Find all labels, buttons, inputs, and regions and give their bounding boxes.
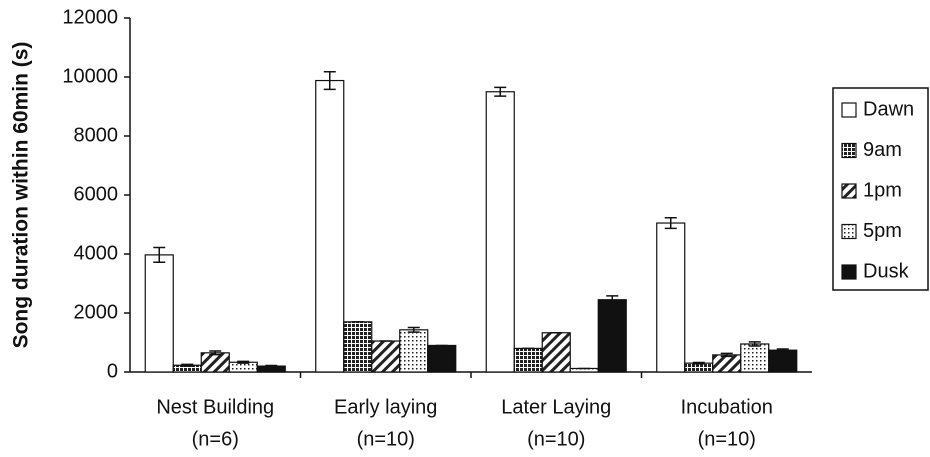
legend-label: 1pm bbox=[863, 179, 902, 201]
legend-label: Dawn bbox=[863, 98, 914, 120]
legend-swatch bbox=[841, 264, 857, 280]
x-tick-label: Incubation bbox=[681, 396, 773, 418]
bar bbox=[712, 354, 742, 373]
error-bar bbox=[181, 363, 194, 367]
error-bar bbox=[407, 326, 420, 333]
x-tick-sublabel: (n=10) bbox=[527, 428, 585, 450]
bar bbox=[513, 347, 543, 373]
y-tick-label: 4000 bbox=[74, 242, 119, 264]
bar bbox=[597, 299, 627, 373]
bar bbox=[144, 254, 174, 373]
y-tick-label: 2000 bbox=[74, 301, 119, 323]
bar bbox=[656, 222, 686, 373]
bar bbox=[541, 332, 571, 373]
x-tick-sublabel: (n=10) bbox=[698, 428, 756, 450]
x-tick-label: Nest Building bbox=[156, 396, 274, 418]
error-bar bbox=[692, 361, 705, 365]
bar bbox=[768, 349, 798, 373]
x-tick-sublabel: (n=10) bbox=[357, 428, 415, 450]
legend-swatch bbox=[841, 183, 857, 199]
error-bar bbox=[664, 216, 677, 230]
error-bar bbox=[153, 246, 166, 264]
bar bbox=[399, 329, 429, 373]
y-tick-label: 6000 bbox=[74, 183, 119, 205]
bar bbox=[315, 79, 345, 373]
y-tick-label: 8000 bbox=[74, 124, 119, 146]
x-tick-label: Early laying bbox=[334, 396, 437, 418]
bar bbox=[740, 343, 770, 373]
error-bar bbox=[237, 360, 250, 364]
legend-swatch bbox=[841, 142, 857, 159]
bar bbox=[200, 352, 230, 373]
error-bar bbox=[748, 341, 761, 347]
bar bbox=[371, 340, 401, 373]
x-tick-label: Later Laying bbox=[501, 396, 611, 418]
legend-label: 5pm bbox=[863, 220, 902, 242]
y-axis-title: Song duration within 60min (s) bbox=[10, 42, 33, 349]
x-tick-sublabel: (n=6) bbox=[192, 428, 239, 450]
y-tick-label: 10000 bbox=[62, 65, 118, 87]
legend-label: 9am bbox=[863, 139, 902, 161]
error-bar bbox=[606, 295, 619, 305]
bar bbox=[485, 91, 515, 373]
legend-label: Dusk bbox=[863, 260, 910, 282]
bar bbox=[427, 344, 457, 373]
legend-swatch bbox=[841, 223, 857, 240]
error-bar bbox=[265, 364, 278, 368]
error-bar bbox=[720, 352, 733, 358]
legend-swatch bbox=[841, 102, 857, 118]
error-bar bbox=[323, 70, 336, 91]
error-bar bbox=[776, 348, 789, 353]
y-tick-label: 12000 bbox=[62, 6, 118, 28]
y-tick-label: 0 bbox=[107, 360, 118, 382]
error-bar bbox=[494, 86, 507, 97]
error-bar bbox=[209, 350, 222, 356]
bar bbox=[343, 321, 373, 373]
